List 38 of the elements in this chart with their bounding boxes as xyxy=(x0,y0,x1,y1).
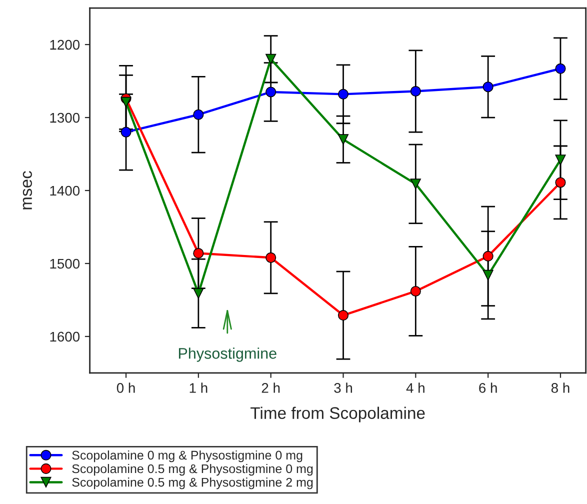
x-tick-label: 1 h xyxy=(190,382,208,393)
point xyxy=(266,252,276,263)
legend-label: Scopolamine 0 mg & Physostigmine 0 mg xyxy=(72,450,302,462)
point xyxy=(482,82,494,92)
point xyxy=(338,310,349,321)
legend-label: Scopolamine 0.5 mg & Physostigmine 0 mg xyxy=(72,464,313,476)
annotation: Physostigmine xyxy=(178,348,276,362)
point xyxy=(410,286,421,297)
point xyxy=(555,154,566,166)
point xyxy=(193,248,204,259)
x-tick-label: 2 h xyxy=(262,382,280,393)
point xyxy=(338,88,349,100)
point xyxy=(120,96,132,108)
point xyxy=(482,270,494,280)
x-tick-label: 0 h xyxy=(116,382,135,393)
point xyxy=(410,86,421,97)
point xyxy=(555,177,566,188)
legend-label: Scopolamine 0.5 mg & Physostigmine 2 mg xyxy=(72,478,313,490)
y-tick-label: 1400 xyxy=(50,186,80,196)
point xyxy=(193,109,204,120)
x-axis-title: Time from Scopolamine xyxy=(250,406,425,422)
x-tick-label: 3 h xyxy=(334,382,352,393)
y-tick-label: 1600 xyxy=(50,332,80,342)
point xyxy=(410,178,421,190)
point xyxy=(482,250,494,262)
y-tick-label: 1500 xyxy=(50,258,80,269)
x-tick-label: 8 h xyxy=(551,382,570,393)
point xyxy=(120,126,132,138)
point xyxy=(193,288,204,299)
x-tick-label: 6 h xyxy=(479,382,497,393)
point xyxy=(266,86,276,98)
x-tick-label: 4 h xyxy=(406,382,424,393)
point xyxy=(266,54,276,64)
y-tick-label: 1300 xyxy=(50,112,80,123)
point xyxy=(338,134,349,145)
point xyxy=(555,63,566,74)
y-axis-title: msec xyxy=(22,171,32,210)
y-tick-label: 1200 xyxy=(50,40,80,50)
